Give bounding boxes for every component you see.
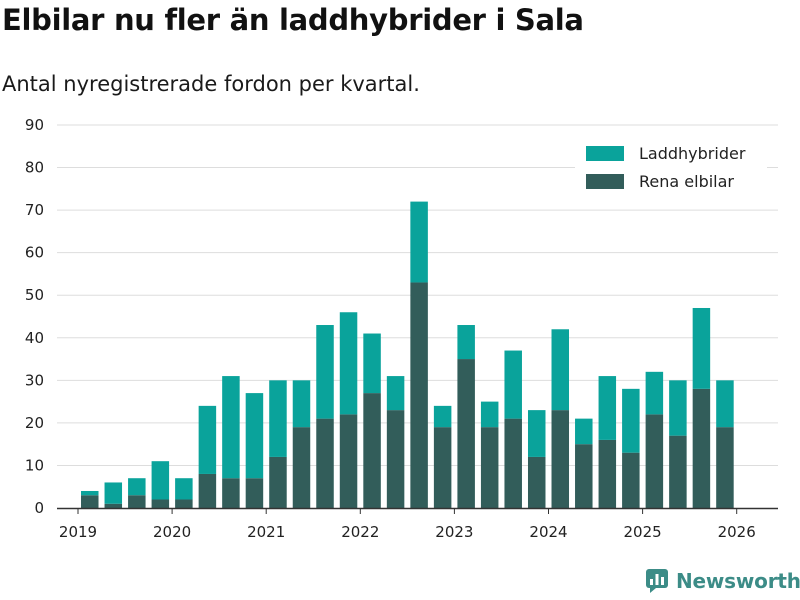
newsworthy-logo-icon: [646, 569, 668, 593]
x-tick-label: 2023: [435, 523, 473, 541]
bar-laddhybrider: [316, 325, 334, 419]
bar-laddhybrider: [339, 312, 358, 415]
y-tick-label: 60: [25, 244, 44, 262]
bar-rena-elbilar: [480, 427, 499, 508]
bar-rena-elbilar: [198, 473, 217, 508]
bar-rena-elbilar: [457, 359, 475, 508]
bar-rena-elbilar: [222, 478, 240, 508]
x-tick-label: 2024: [529, 523, 567, 541]
bar-rena-elbilar: [410, 282, 428, 508]
legend-swatch: [586, 146, 624, 161]
bar-laddhybrider: [198, 405, 217, 474]
bar-laddhybrider: [716, 380, 734, 428]
bar-laddhybrider: [104, 482, 123, 504]
y-tick-label: 10: [25, 456, 44, 474]
bar-laddhybrider: [575, 418, 593, 445]
bar-laddhybrider: [645, 371, 664, 415]
bar-rena-elbilar: [292, 427, 311, 508]
y-tick-label: 40: [25, 329, 44, 347]
y-tick-label: 80: [25, 159, 44, 177]
y-tick-label: 50: [25, 286, 44, 304]
bar-laddhybrider: [433, 405, 452, 428]
bar-rena-elbilar: [269, 456, 287, 508]
newsworthy-logo: Newsworthy: [645, 568, 800, 594]
x-tick-label: 2019: [59, 523, 97, 541]
bar-laddhybrider: [480, 401, 499, 428]
bar-rena-elbilar: [363, 393, 381, 508]
bar-rena-elbilar: [669, 435, 687, 508]
bar-laddhybrider: [692, 307, 711, 389]
newsworthy-logo-text: Newsworthy: [676, 569, 800, 593]
bar-rena-elbilar: [504, 418, 522, 508]
bar-laddhybrider: [175, 478, 193, 500]
y-tick-label: 30: [25, 371, 44, 389]
bar-rena-elbilar: [386, 410, 405, 508]
bar-laddhybrider: [363, 333, 381, 394]
bar-laddhybrider: [598, 376, 617, 440]
bar-laddhybrider: [128, 478, 146, 496]
bar-rena-elbilar: [645, 414, 664, 508]
bar-rena-elbilar: [245, 478, 264, 508]
bar-laddhybrider: [81, 490, 99, 496]
y-tick-label: 0: [34, 499, 44, 517]
legend-swatch: [586, 174, 624, 189]
x-tick-label: 2025: [624, 523, 662, 541]
bar-rena-elbilar: [551, 410, 570, 508]
bar-laddhybrider: [292, 380, 311, 428]
bar-rena-elbilar: [575, 444, 593, 508]
chart-subtitle: Antal nyregistrerade fordon per kvartal.: [2, 72, 420, 96]
bar-rena-elbilar: [128, 495, 146, 508]
x-tick-label: 2020: [153, 523, 191, 541]
bar-laddhybrider: [151, 461, 170, 500]
bar-laddhybrider: [269, 380, 287, 457]
bar-laddhybrider: [551, 329, 570, 411]
x-tick-label: 2021: [247, 523, 285, 541]
legend-label: Rena elbilar: [639, 172, 734, 191]
bar-rena-elbilar: [598, 439, 617, 508]
bar-laddhybrider: [504, 350, 522, 419]
bar-laddhybrider: [245, 393, 264, 479]
y-tick-label: 90: [25, 116, 44, 134]
y-tick-label: 70: [25, 201, 44, 219]
bar-rena-elbilar: [527, 456, 546, 508]
bar-rena-elbilar: [316, 418, 334, 508]
x-tick-label: 2022: [341, 523, 379, 541]
bar-laddhybrider: [410, 201, 428, 283]
bar-rena-elbilar: [692, 388, 711, 508]
x-tick-label: 2026: [718, 523, 756, 541]
chart-title: Elbilar nu fler än laddhybrider i Sala: [2, 3, 584, 37]
bar-laddhybrider: [386, 376, 405, 411]
bar-rena-elbilar: [339, 414, 358, 508]
bar-laddhybrider: [457, 325, 475, 360]
y-tick-label: 20: [25, 414, 44, 432]
bar-rena-elbilar: [622, 452, 640, 508]
bar-rena-elbilar: [175, 499, 193, 508]
bar-laddhybrider: [527, 410, 546, 457]
bar-rena-elbilar: [716, 427, 734, 508]
bar-rena-elbilar: [151, 499, 170, 508]
bar-rena-elbilar: [81, 495, 99, 508]
bar-laddhybrider: [222, 376, 240, 479]
bar-rena-elbilar: [104, 503, 123, 508]
legend-label: Laddhybrider: [639, 144, 746, 163]
bar-laddhybrider: [622, 388, 640, 453]
bar-rena-elbilar: [433, 427, 452, 508]
bar-laddhybrider: [669, 380, 687, 436]
